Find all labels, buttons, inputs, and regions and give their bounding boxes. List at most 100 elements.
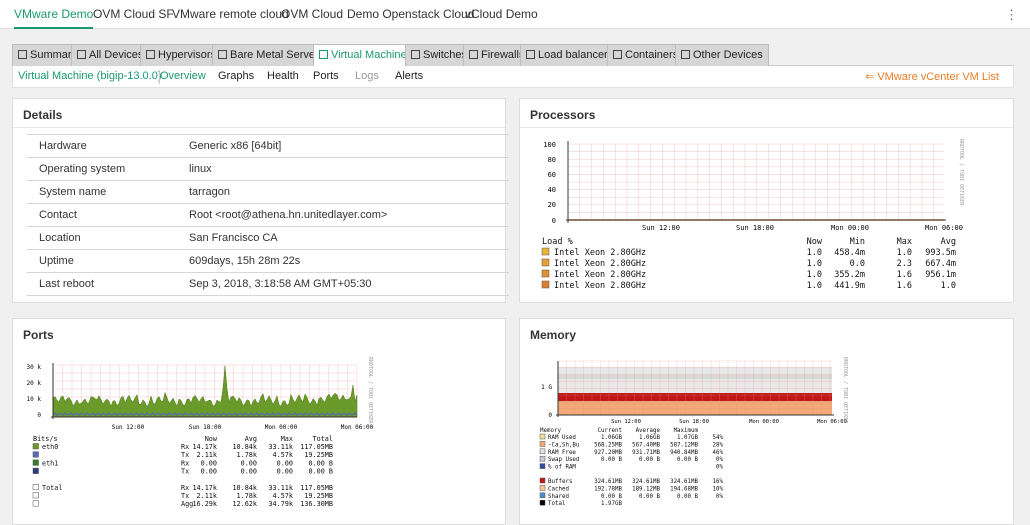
ports-legend-now: 14.17k — [192, 484, 217, 492]
subnav-logs[interactable]: Logs — [355, 70, 379, 82]
ports-title: Ports — [23, 328, 54, 342]
tab-label: Switches — [423, 49, 468, 61]
processors-y-tick: 40 — [548, 186, 556, 194]
processors-legend-min: 458.4m — [834, 248, 865, 258]
memory-legend-maximum: 194.68MB — [670, 486, 698, 492]
details-table: Hardware Generic x86 [64bit] Operating sy… — [27, 134, 509, 296]
top-tab-ovm-cloud[interactable]: OVM Cloud — [281, 7, 344, 21]
subnav-health[interactable]: Health — [267, 70, 299, 82]
ports-legend-name: eth1 — [42, 459, 58, 467]
subnav-graphs[interactable]: Graphs — [218, 70, 255, 82]
processors-legend-header: Load % — [542, 237, 573, 247]
processors-x-tick: Sun 12:00 — [642, 224, 680, 232]
processors-y-tick: 20 — [548, 201, 556, 209]
memory-legend-current: 927.20MB — [594, 450, 622, 456]
ports-x-tick: Mon 06:00 — [341, 424, 374, 431]
tab-containers[interactable]: Containers — [607, 44, 685, 66]
processors-side-label: RRDTOOL / TOBI OETIKER — [958, 139, 964, 206]
top-tab-vmware-remote-cloud[interactable]: VMware remote cloud — [172, 7, 289, 21]
memory-legend-swatch — [539, 485, 546, 491]
details-key: Location — [39, 232, 81, 244]
memory-legend-average: 931.71MB — [632, 450, 660, 456]
tab-label: Other Devices — [693, 49, 763, 61]
memory-legend-name: Buffers — [548, 479, 572, 485]
ports-y-tick: 20 k — [27, 380, 42, 387]
top-tab-demo-openstack-cloud[interactable]: Demo Openstack Cloud — [347, 7, 475, 21]
ports-legend-total: 136.30MB — [300, 500, 333, 508]
server-icon — [218, 50, 227, 59]
tab-summary[interactable]: Summary — [12, 44, 84, 66]
memory-legend-average: 1.06GB — [639, 435, 660, 441]
ports-legend-name: Total — [42, 484, 62, 492]
top-tab-vcloud-demo[interactable]: vCloud Demo — [465, 7, 538, 21]
subnav-alerts[interactable]: Alerts — [395, 70, 424, 82]
processors-panel: Processors 100 80 60 40 20 0 Sun 12:00 S… — [519, 98, 1014, 303]
memory-x-tick: Sun 18:00 — [679, 419, 709, 425]
ports-legend-dir: Agg — [181, 500, 193, 508]
tab-label: All Devices — [89, 49, 144, 61]
top-tab-ovm-cloud-sf[interactable]: OVM Cloud SF — [93, 7, 174, 21]
memory-legend-maximum: 0.00 B — [677, 494, 698, 500]
memory-legend-current: 0.00 B — [601, 494, 622, 500]
tab-load-balancers[interactable]: Load balancers — [520, 44, 620, 66]
processors-legend-avg: 1.0 — [941, 281, 956, 291]
processors-legend-min: 355.2m — [834, 270, 865, 280]
tab-firewalls[interactable]: Firewalls — [463, 44, 531, 66]
memory-legend-pct: 46% — [713, 450, 724, 456]
processors-legend-avg: 993.5m — [925, 248, 956, 258]
ports-legend-max: 4.57k — [273, 492, 293, 500]
kebab-menu-icon[interactable]: ⋮ — [1005, 7, 1018, 22]
subnav-overview[interactable]: Overview — [160, 70, 206, 82]
tab-bare-metal-servers[interactable]: Bare Metal Servers — [212, 44, 331, 66]
memory-legend-swatch — [539, 499, 546, 506]
memory-legend-maximum: 324.61MB — [670, 479, 698, 485]
memory-legend-name: RAM Used — [548, 435, 576, 441]
memory-x-tick: Mon 00:00 — [749, 419, 779, 425]
container-icon — [613, 50, 622, 59]
details-key: Uptime — [39, 255, 74, 267]
processors-legend-now: 1.0 — [807, 281, 822, 291]
processors-legend-max: 1.6 — [897, 270, 912, 280]
ports-legend-now: 0.00 — [201, 459, 217, 467]
tab-virtual-machines[interactable]: Virtual Machines — [313, 44, 419, 67]
tab-label: Firewalls — [481, 49, 525, 61]
top-tab-vmware-demo[interactable]: VMware Demo — [14, 0, 94, 29]
memory-legend-name: RAM Free — [548, 450, 576, 456]
ports-legend-swatch — [32, 484, 39, 491]
ports-legend-now: 2.11k — [197, 492, 217, 500]
switch-icon — [411, 50, 420, 59]
tab-hypervisors[interactable]: Hypervisors — [140, 44, 223, 66]
tab-other-devices[interactable]: Other Devices — [675, 44, 769, 66]
ports-legend-total: 19.25MB — [304, 451, 333, 459]
ports-legend-header: Now — [205, 435, 218, 443]
memory-chart: 1 G 0 Sun 12:00 Sun 18:00 Mon 00:00 Mon … — [539, 357, 848, 507]
ports-x-tick: Sun 18:00 — [189, 424, 222, 431]
memory-legend-average: 324.61MB — [632, 479, 660, 485]
memory-buffers-area — [558, 393, 832, 401]
other-devices-icon — [681, 50, 690, 59]
memory-legend-header: Memory — [540, 428, 561, 434]
ports-x-tick: Sun 12:00 — [112, 424, 145, 431]
vm-name-link[interactable]: Virtual Machine (bigip-13.0.0) — [18, 70, 162, 82]
ports-legend-dir: Rx — [181, 459, 189, 467]
firewall-icon — [469, 50, 478, 59]
processors-legend-max: 1.6 — [897, 281, 912, 291]
memory-legend-pct: 0% — [716, 457, 723, 463]
all-devices-icon — [77, 50, 86, 59]
memory-legend-header: Maximum — [674, 428, 699, 434]
ports-legend-avg: 10.84k — [232, 484, 257, 492]
ports-legend-max: 33.11k — [268, 443, 293, 451]
processors-legend-avg: 956.1m — [925, 270, 956, 280]
tab-all-devices[interactable]: All Devices — [71, 44, 150, 66]
processors-legend-header: Min — [850, 237, 865, 247]
processors-legend-min: 441.9m — [834, 281, 865, 291]
ports-legend-avg: 10.84k — [232, 443, 257, 451]
processors-legend-name: Intel Xeon 2.80GHz — [554, 270, 646, 280]
vcenter-vm-list-link[interactable]: ⇐ VMware vCenter VM List — [865, 70, 999, 83]
memory-side-label: RRDTOOL / TOBI OETIKER — [842, 357, 848, 424]
ports-legend-dir: Rx — [181, 443, 189, 451]
subnav-ports[interactable]: Ports — [313, 70, 339, 82]
divider — [520, 127, 1013, 128]
details-key: Operating system — [39, 163, 126, 175]
